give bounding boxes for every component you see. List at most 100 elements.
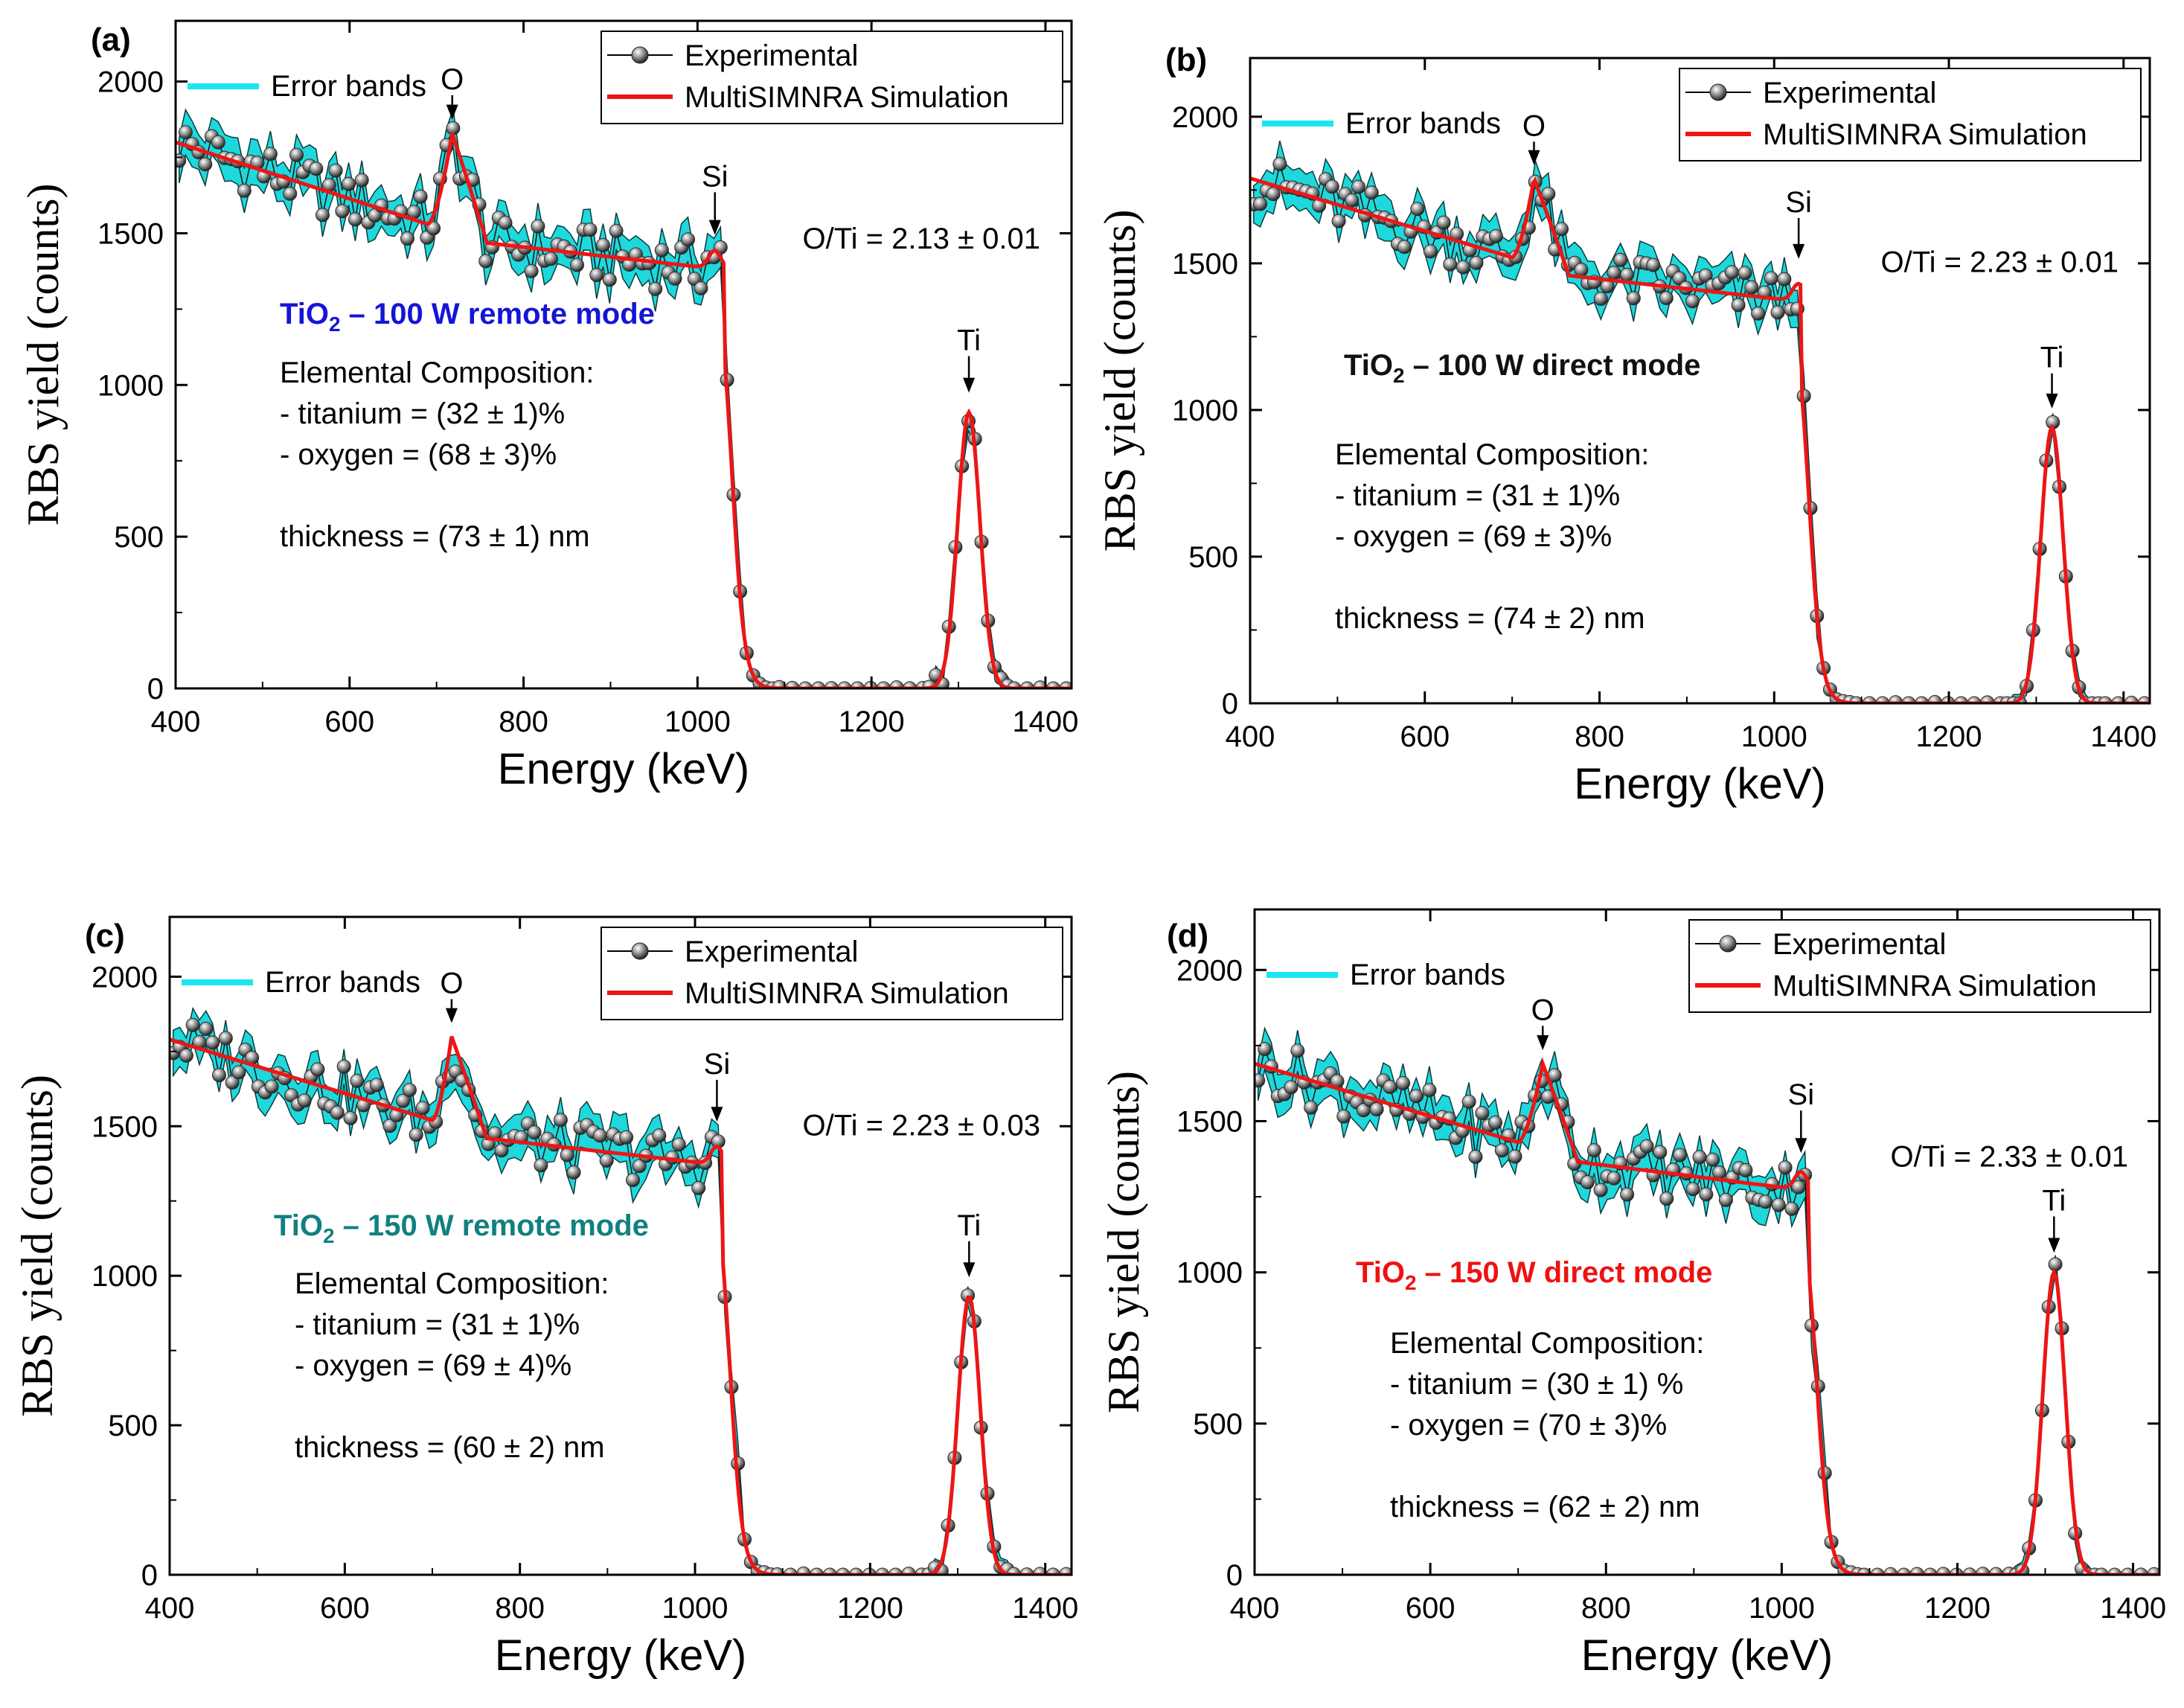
experimental-point [1336, 1109, 1351, 1124]
x-tick-label: 1000 [662, 1592, 728, 1625]
plot-area [1255, 1026, 2159, 1575]
ratio-label: O/Ti = 2.23 ± 0.01 [1880, 246, 2119, 278]
experimental-point [225, 1075, 240, 1090]
error-band-legend-label: Error bands [271, 70, 426, 103]
experimental-point [1494, 1143, 1509, 1158]
experimental-point [648, 281, 663, 296]
experimental-point [396, 1093, 411, 1108]
experimental-point [205, 1035, 220, 1050]
experimental-point [211, 135, 225, 150]
peak-arrowhead-si [708, 220, 721, 235]
x-tick-label: 400 [1226, 720, 1275, 753]
experimental-point [596, 237, 610, 252]
experimental-point [1369, 1102, 1384, 1116]
x-tick-label: 1200 [1924, 1592, 1991, 1625]
x-tick-label: 400 [151, 706, 201, 738]
peak-arrowhead-ti [2046, 393, 2058, 409]
experimental-point [328, 163, 343, 178]
ratio-label: O/Ti = 2.33 ± 0.01 [1890, 1141, 2128, 1174]
peak-arrowhead-o [446, 104, 458, 120]
peak-arrowhead-o [1528, 150, 1540, 165]
sample-title-main: TiO [1356, 1256, 1405, 1289]
ratio-label: O/Ti = 2.13 ± 0.01 [802, 223, 1040, 255]
panel-label: (a) [91, 22, 131, 58]
experimental-point [1613, 252, 1628, 267]
thickness-label: thickness = (60 ± 2) nm [295, 1431, 605, 1464]
x-tick-label: 1200 [839, 706, 905, 738]
experimental-point [309, 161, 324, 176]
experimental-points [1255, 1042, 2159, 1575]
experimental-point [335, 204, 350, 219]
experimental-point [1620, 1187, 1635, 1202]
peak-label-ti: Ti [957, 1209, 981, 1242]
experimental-point [185, 1017, 200, 1032]
chart-panel-d: 400 600 800 1000 1200 1400 0 500 1000 1500 2000 Ene… [1099, 908, 2166, 1680]
experimental-point [1724, 265, 1739, 280]
peak-label-o: O [441, 63, 464, 96]
experimental-point [566, 1165, 581, 1180]
legend-box [601, 927, 1063, 1020]
peak-arrowhead-si [1795, 1138, 1807, 1154]
experimental-point [413, 189, 428, 204]
error-band-legend-label: Error bands [1345, 107, 1501, 140]
experimental-point [176, 153, 187, 168]
legend-exp-label: Experimental [685, 39, 858, 72]
legend-box [601, 31, 1063, 124]
experimental-point [527, 1125, 542, 1139]
sample-title: TiO2 – 100 W remote mode [280, 298, 655, 336]
y-axis-label: RBS yield (counts) [13, 1075, 62, 1417]
peak-label-ti: Ti [2040, 342, 2064, 374]
y-tick-label: 500 [1188, 541, 1238, 574]
experimental-point [1488, 1115, 1502, 1130]
experimental-point [1325, 179, 1339, 194]
y-tick-label: 0 [141, 1559, 158, 1592]
experimental-point [619, 1130, 634, 1145]
experimental-point [198, 157, 213, 172]
experimental-point [1758, 1194, 1773, 1209]
plot-frame [1249, 57, 2151, 705]
experimental-point [1266, 187, 1281, 202]
x-tick-label: 400 [145, 1592, 195, 1625]
peak-label-si: Si [1788, 1078, 1815, 1111]
experimental-point [1331, 214, 1346, 228]
y-tick-label: 1000 [97, 369, 164, 402]
y-tick-label: 2000 [92, 961, 158, 994]
experimental-point [1586, 1143, 1601, 1158]
experimental-point [494, 1143, 509, 1158]
composition-comp_ti: - titanium = (31 ± 1)% [295, 1308, 580, 1341]
experimental-point [369, 1078, 384, 1093]
peak-label-o: O [1531, 994, 1554, 1026]
experimental-point [652, 1128, 667, 1143]
experimental-point [543, 252, 558, 266]
legend-exp-label: Experimental [1773, 928, 1946, 961]
experimental-point [1764, 271, 1778, 286]
chart-panel-a: 400 600 800 1000 1200 1400 0 500 1000 1500 2000 Ene… [19, 19, 1078, 793]
composition-comp_ti: - titanium = (32 ± 1)% [280, 397, 565, 430]
y-tick-label: 1500 [97, 217, 164, 250]
experimental-point [283, 186, 298, 201]
experimental-point [1685, 294, 1700, 309]
experimental-point [570, 258, 584, 272]
experimental-point [1461, 1094, 1476, 1109]
y-tick-label: 1000 [92, 1260, 158, 1293]
peak-arrowhead-ti [963, 377, 976, 393]
y-tick-label: 0 [1222, 688, 1238, 720]
y-tick-label: 500 [1193, 1408, 1243, 1441]
experimental-point [553, 1113, 568, 1128]
plot-area [1250, 141, 2150, 703]
experimental-point [409, 1128, 423, 1142]
y-tick-label: 0 [147, 673, 164, 706]
thickness-label: thickness = (74 ± 2) nm [1335, 602, 1645, 635]
experimental-point [1423, 244, 1438, 259]
composition-comp_ti: - titanium = (30 ± 1) % [1390, 1368, 1683, 1401]
experimental-point [1436, 215, 1451, 230]
legend-exp-marker [631, 942, 649, 960]
x-tick-label: 800 [1581, 1592, 1631, 1625]
experimental-point [342, 176, 356, 191]
experimental-point [1364, 185, 1379, 200]
experimental-point [1777, 272, 1792, 287]
experimental-point [1731, 298, 1746, 313]
composition-comp_o: - oxygen = (69 ± 4)% [295, 1349, 571, 1382]
x-tick-label: 600 [324, 706, 374, 738]
legend-sim-label: MultiSIMNRA Simulation [685, 977, 1009, 1010]
